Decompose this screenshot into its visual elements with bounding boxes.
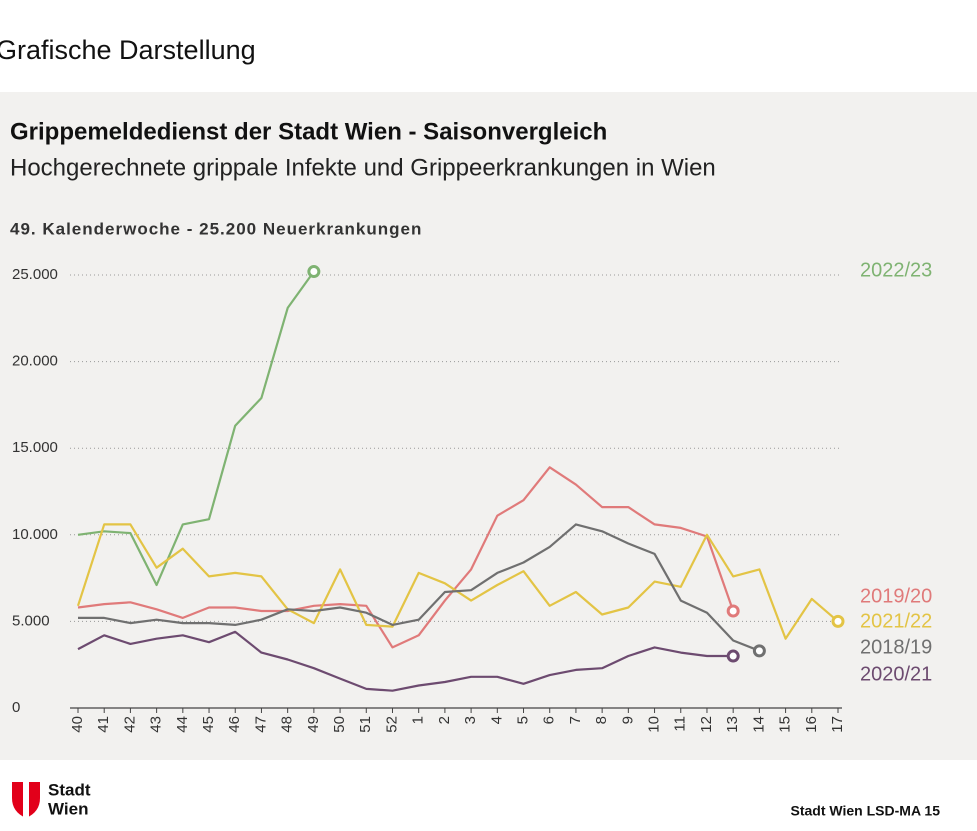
series-line bbox=[77, 270, 315, 587]
x-tick-label: 50 bbox=[331, 716, 348, 733]
legend-label: 2020/21 bbox=[860, 663, 932, 685]
x-tick-label: 14 bbox=[750, 716, 767, 733]
x-tick-label: 10 bbox=[646, 716, 663, 733]
x-tick-label: 41 bbox=[95, 716, 112, 733]
x-tick-label: 52 bbox=[383, 716, 400, 733]
x-tick-label: 47 bbox=[252, 716, 269, 733]
footer-text: Stadt Wien LSD-MA 15 bbox=[791, 803, 941, 819]
chart-subtitle: Hochgerechnete grippale Infekte und Grip… bbox=[10, 154, 716, 181]
legend-label: 2018/19 bbox=[860, 636, 932, 658]
x-tick-label: 4 bbox=[488, 716, 505, 724]
x-tick-label: 44 bbox=[174, 716, 191, 733]
y-tick-label: 15.000 bbox=[12, 439, 58, 456]
end-marker bbox=[831, 614, 845, 628]
x-tick-label: 49 bbox=[305, 716, 322, 733]
y-tick-label: 20.000 bbox=[12, 353, 58, 370]
logo-stripe bbox=[23, 782, 29, 818]
page-heading: Grafische Darstellung bbox=[0, 35, 256, 65]
y-tick-label: 25.000 bbox=[12, 266, 58, 283]
x-tick-label: 13 bbox=[724, 716, 741, 733]
x-tick-label: 2 bbox=[436, 716, 453, 724]
logo-text: Wien bbox=[48, 799, 88, 818]
x-tick-label: 12 bbox=[698, 716, 715, 733]
x-tick-label: 40 bbox=[69, 716, 86, 733]
end-marker bbox=[726, 649, 740, 663]
end-marker bbox=[726, 604, 740, 618]
x-tick-label: 6 bbox=[541, 716, 558, 724]
x-tick-label: 8 bbox=[593, 716, 610, 724]
x-tick-label: 16 bbox=[803, 716, 820, 733]
logo: Stadt Wien bbox=[12, 780, 91, 818]
x-tick-label: 15 bbox=[777, 716, 794, 733]
x-tick-label: 9 bbox=[619, 716, 636, 724]
y-tick-label: 5.000 bbox=[12, 612, 50, 629]
x-tick-label: 48 bbox=[279, 716, 296, 733]
x-tick-label: 3 bbox=[462, 716, 479, 724]
end-marker bbox=[307, 265, 321, 279]
series-line bbox=[78, 523, 760, 652]
chart-title: Grippemeldedienst der Stadt Wien - Saiso… bbox=[10, 118, 607, 145]
legend-label: 2022/23 bbox=[860, 259, 932, 281]
end-marker bbox=[752, 644, 766, 658]
x-tick-label: 46 bbox=[226, 716, 243, 733]
legend-label: 2021/22 bbox=[860, 610, 932, 632]
x-tick-label: 42 bbox=[121, 716, 138, 733]
series-line bbox=[77, 466, 735, 649]
x-tick-label: 11 bbox=[672, 716, 689, 732]
series-line bbox=[77, 630, 734, 692]
annotation: 49. Kalenderwoche - 25.200 Neuerkrankung… bbox=[10, 219, 422, 238]
logo-text: Stadt bbox=[48, 780, 91, 799]
x-tick-label: 51 bbox=[357, 716, 374, 733]
legend-label: 2019/20 bbox=[860, 585, 932, 607]
y-tick-label: 0 bbox=[12, 699, 20, 716]
x-tick-label: 5 bbox=[514, 716, 531, 724]
x-tick-label: 45 bbox=[200, 716, 217, 733]
x-tick-label: 43 bbox=[148, 716, 165, 733]
x-tick-label: 1 bbox=[410, 716, 427, 724]
x-tick-label: 17 bbox=[829, 716, 846, 733]
chart-panel bbox=[0, 92, 977, 760]
x-tick-label: 7 bbox=[567, 716, 584, 724]
y-tick-label: 10.000 bbox=[12, 526, 58, 543]
